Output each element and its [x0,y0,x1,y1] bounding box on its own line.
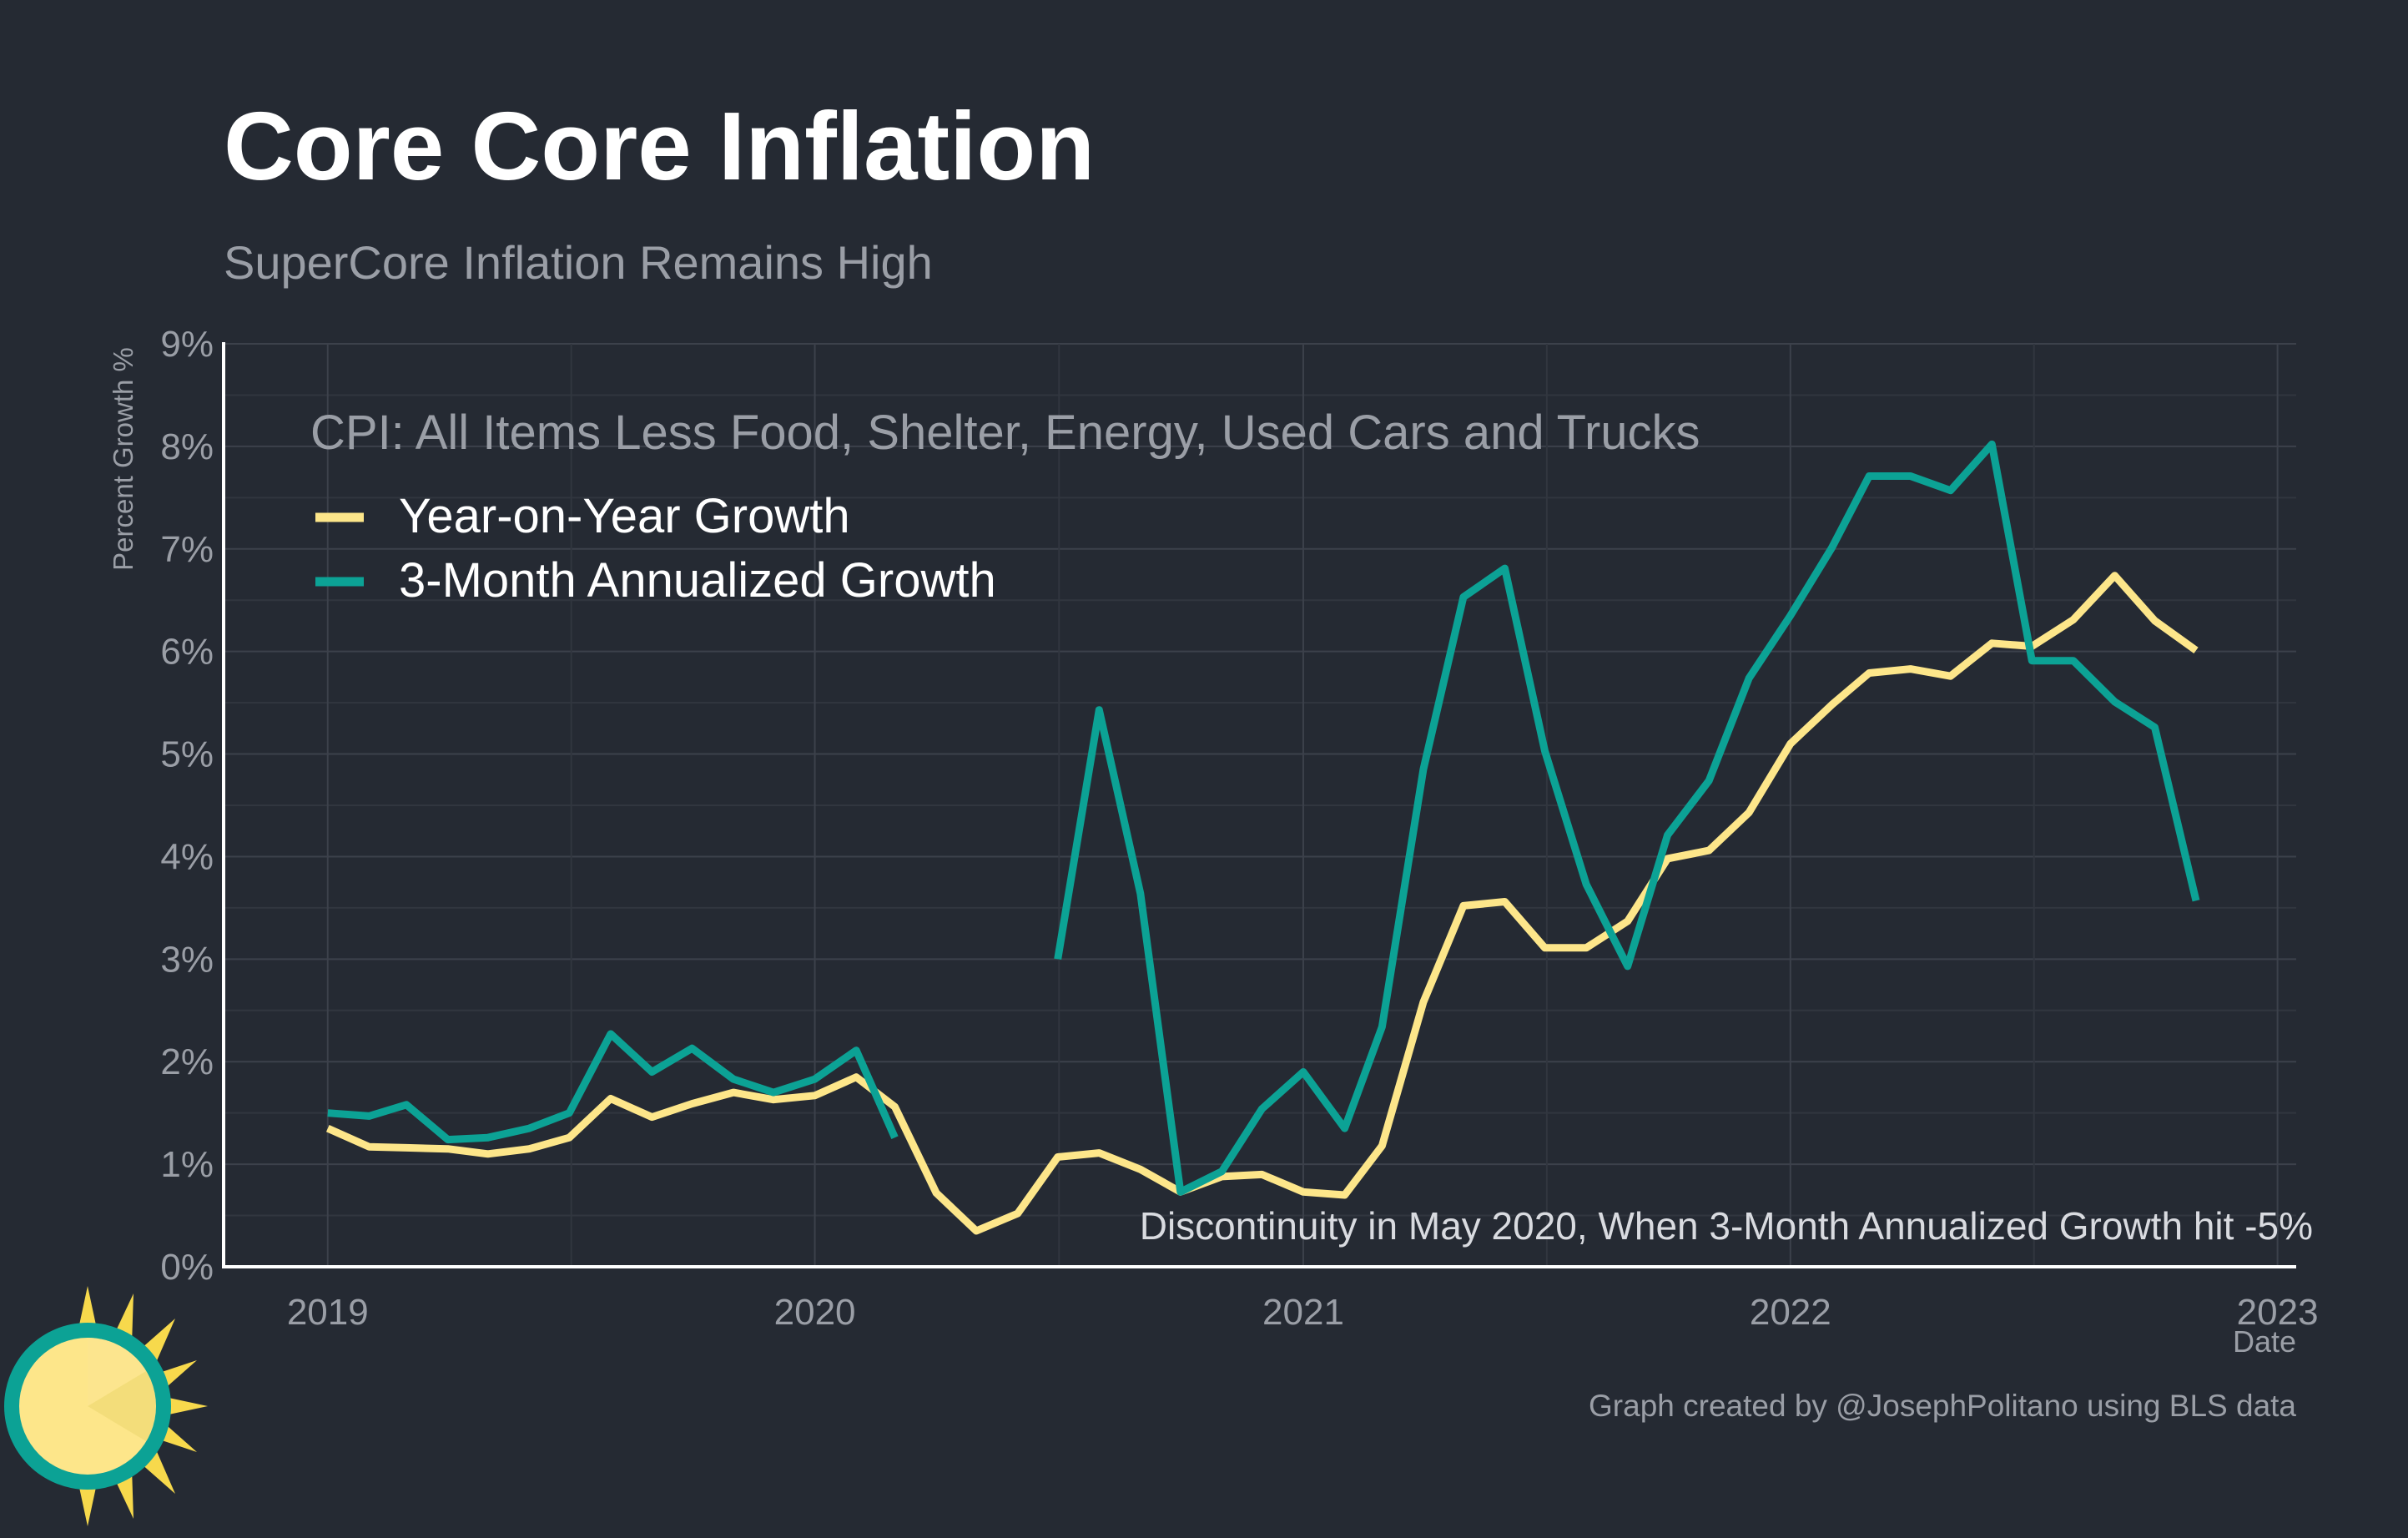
y-tick-label: 1% [160,1144,214,1185]
y-tick-label: 9% [160,324,214,365]
x-tick-label: 2020 [774,1292,856,1333]
sun-logo-icon [4,1286,208,1526]
axes [222,342,2296,1268]
source-caption: Graph created by @JosephPolitano using B… [1589,1389,2296,1423]
x-tick-label: 2022 [1750,1292,1831,1333]
legend-title: CPI: All Items Less Food, Shelter, Energ… [310,406,1700,460]
chart-title: Core Core Inflation [224,92,1096,200]
legend-label-3month: 3-Month Annualized Growth [399,553,996,608]
discontinuity-annotation: Discontinuity in May 2020, When 3-Month … [1140,1204,2313,1248]
yoy-growth-line-segment-1 [325,572,2199,1235]
x-tick-label: 2023 [2237,1292,2319,1333]
y-tick-label: 4% [160,836,214,877]
3month-growth-line-segment-1 [327,1030,899,1144]
y-tick-label: 8% [160,426,214,467]
x-axis-label: Date [2233,1324,2296,1359]
y-tick-label: 3% [160,939,214,980]
y-tick-label: 7% [160,529,214,570]
legend-label-yoy: Year-on-Year Growth [399,489,850,543]
series-lines [325,440,2200,1235]
x-tick-label: 2021 [1262,1292,1344,1333]
y-tick-label: 2% [160,1041,214,1082]
tick-labels: 0% 1% 2% 3% 4% 5% 6% 7% 8% 9% 2019 2020 2021 2022 2023 [160,324,2318,1333]
y-tick-label: 5% [160,734,214,775]
y-tick-label: 6% [160,632,214,673]
y-axis-label: Percent Growth % [108,347,139,571]
y-tick-label: 0% [160,1247,214,1288]
x-tick-label: 2019 [287,1292,369,1333]
3month-growth-line-segment-2 [1054,440,2200,1196]
grid-lines [224,343,2296,1268]
chart-subtitle: SuperCore Inflation Remains High [224,236,933,289]
